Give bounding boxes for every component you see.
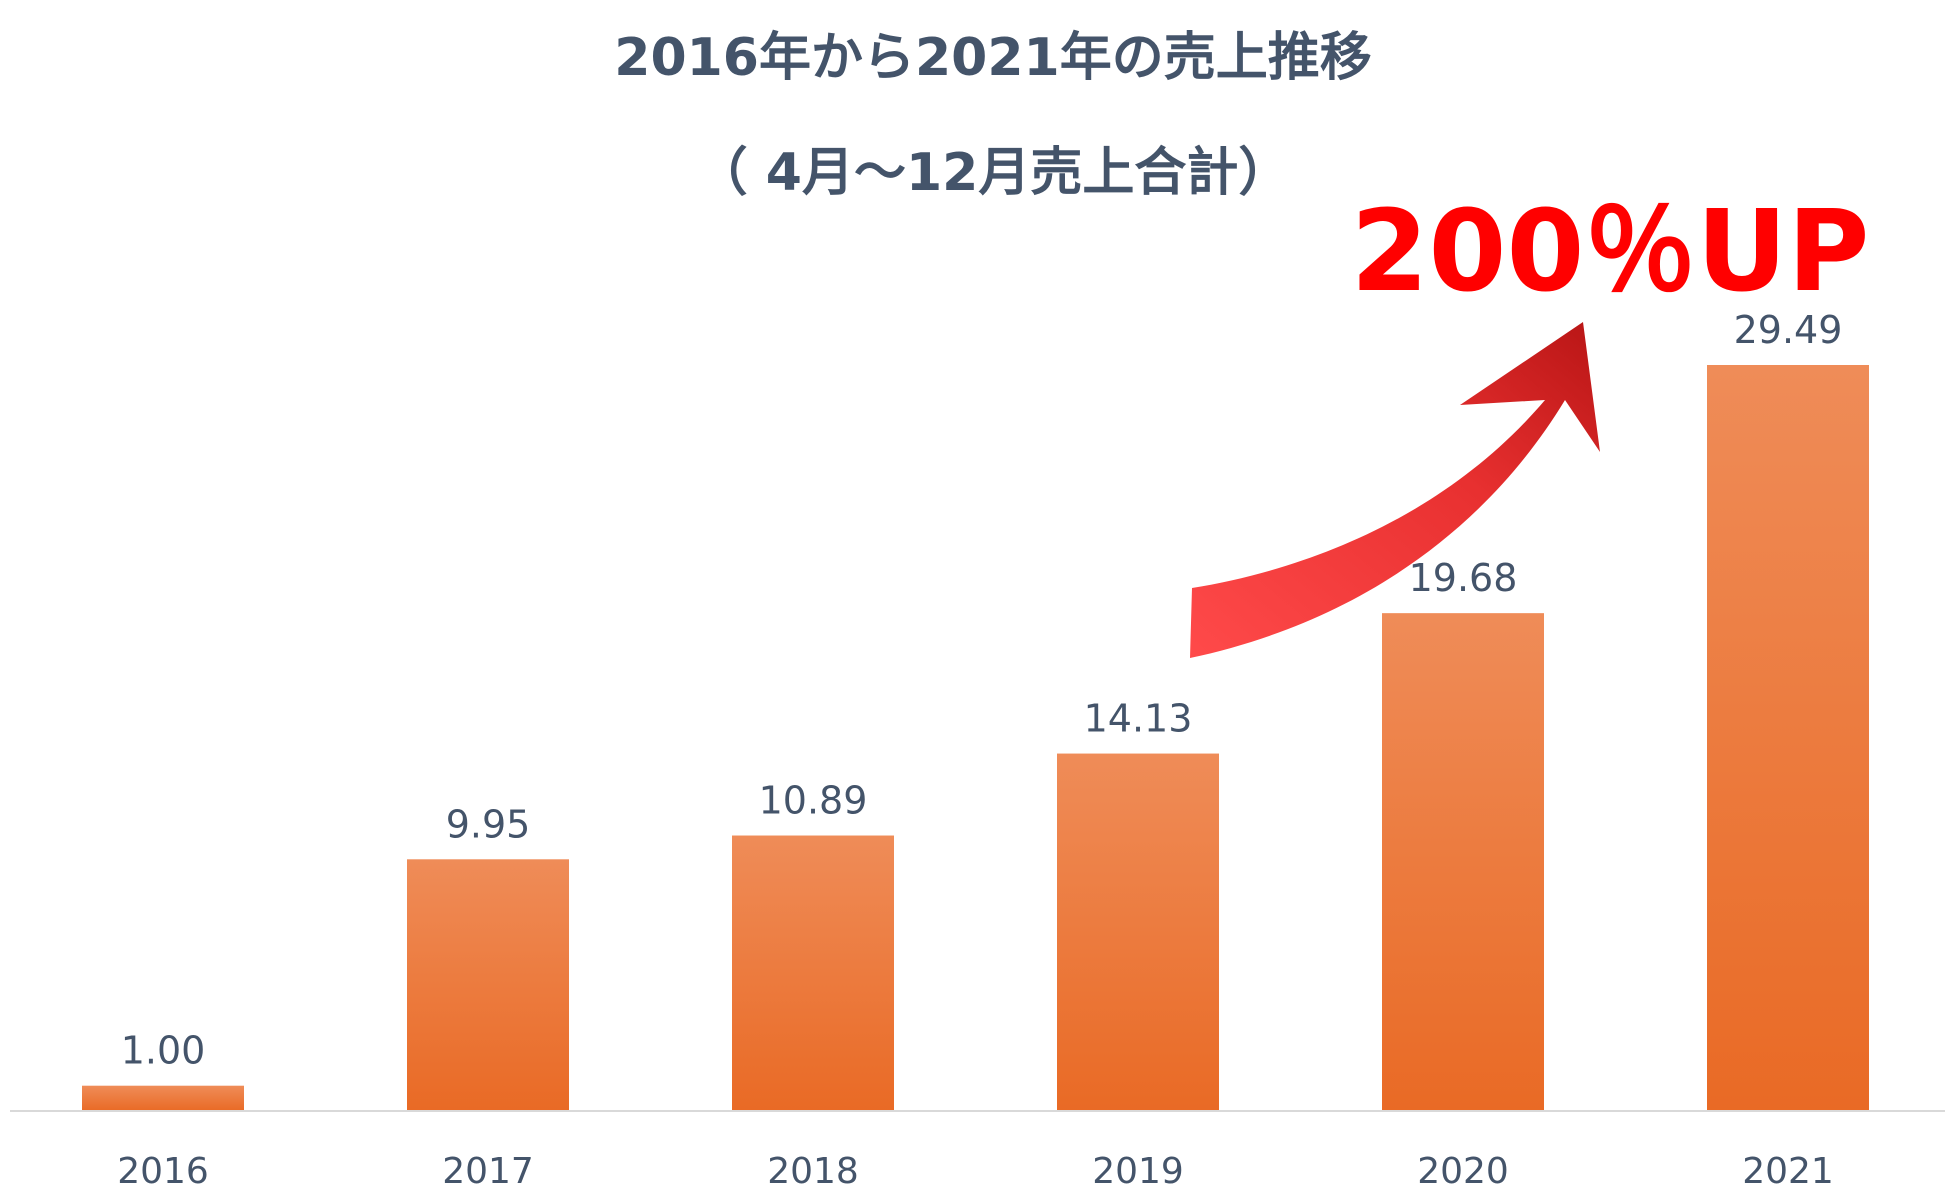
bar-2021 bbox=[1707, 365, 1869, 1111]
growth-arrow-icon bbox=[1190, 322, 1600, 658]
value-label-2020: 19.68 bbox=[1409, 556, 1518, 600]
chart-subtitle: （ 4月～12月売上合計） bbox=[696, 143, 1291, 203]
value-label-2018: 10.89 bbox=[759, 779, 868, 823]
x-tick-label-2016: 2016 bbox=[117, 1151, 209, 1192]
value-label-2017: 9.95 bbox=[446, 802, 531, 846]
bar-2017 bbox=[407, 859, 569, 1111]
x-tick-labels-group: 2016 2017 2018 2019 2020 2021 bbox=[117, 1151, 1834, 1192]
x-tick-label-2019: 2019 bbox=[1092, 1151, 1184, 1192]
bar-2018 bbox=[732, 835, 894, 1111]
chart-title: 2016年から2021年の売上推移 bbox=[614, 28, 1371, 88]
bar-2020 bbox=[1382, 613, 1544, 1111]
growth-callout: 200％UP bbox=[1351, 187, 1870, 317]
x-tick-label-2021: 2021 bbox=[1742, 1151, 1834, 1192]
x-tick-label-2018: 2018 bbox=[767, 1151, 859, 1192]
bar-2016 bbox=[82, 1085, 244, 1111]
value-label-2021: 29.49 bbox=[1734, 308, 1843, 352]
bar-2019 bbox=[1057, 753, 1219, 1111]
bars-group bbox=[82, 365, 1869, 1111]
x-tick-label-2020: 2020 bbox=[1417, 1151, 1509, 1192]
value-label-2019: 14.13 bbox=[1084, 697, 1193, 741]
value-labels-group: 1.00 9.95 10.89 14.13 19.68 29.49 bbox=[121, 308, 1843, 1073]
x-tick-label-2017: 2017 bbox=[442, 1151, 534, 1192]
value-label-2016: 1.00 bbox=[121, 1029, 206, 1073]
